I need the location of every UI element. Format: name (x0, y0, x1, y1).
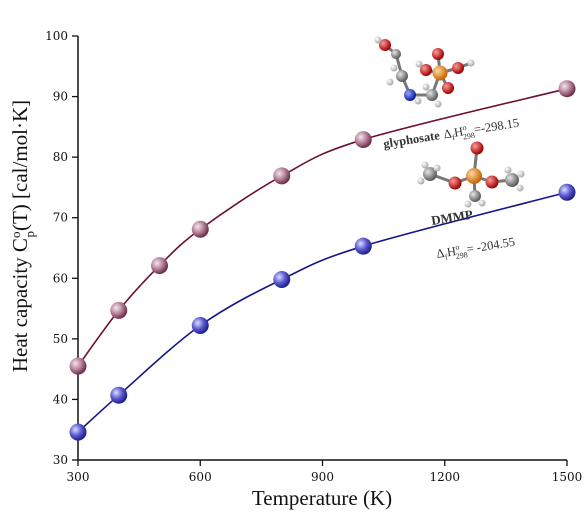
y-tick-label: 100 (45, 29, 68, 43)
glyphosate-enthalpy-value: =-298.15 (473, 116, 520, 137)
dmmp-point (69, 423, 87, 441)
x-tick-label: 1200 (429, 470, 460, 484)
y-axis-title-units: (T) [cal/mol·K] (8, 100, 32, 231)
y-tick-label: 80 (53, 150, 68, 164)
glyphosate-point (69, 357, 87, 375)
atom-carbon (391, 49, 401, 59)
atom-hydrogen (516, 184, 524, 192)
y-tick-label: 50 (53, 332, 68, 346)
atom-hydrogen (414, 97, 422, 105)
dmmp-label: DMMP (430, 207, 474, 228)
h-superscript: o (455, 242, 460, 252)
dmmp-point (558, 183, 576, 201)
glyphosate-annotation: glyphosate ΔfHo298=-298.15 (382, 115, 520, 154)
y-tick-label: 40 (53, 392, 68, 406)
atom-carbon (426, 89, 438, 101)
atom-carbon (505, 173, 519, 187)
y-tick-label: 90 (53, 90, 68, 104)
dmmp-enthalpy: ΔfHo298= -204.55 (435, 234, 516, 264)
atom-oxygen (452, 62, 464, 74)
glyphosate-point (354, 131, 372, 149)
atom-carbon (396, 70, 408, 82)
x-ticks: 300 600 900 1200 1500 (67, 460, 583, 484)
h-symbol: H (446, 244, 457, 259)
y-axis-title-sub: p (22, 231, 37, 238)
glyphosate-point (110, 301, 128, 319)
dmmp-line (77, 191, 568, 433)
dmmp-point (191, 317, 209, 335)
atom-oxygen (420, 64, 432, 76)
atom-hydrogen (415, 60, 423, 68)
y-tick-label: 70 (53, 211, 68, 225)
dmmp-point (110, 386, 128, 404)
atom-hydrogen (421, 161, 429, 169)
atom-phosphorus (466, 168, 482, 184)
atom-carbon (423, 167, 437, 181)
atom-hydrogen (422, 83, 430, 91)
x-tick-label: 300 (67, 470, 90, 484)
atom-oxygen (485, 175, 499, 189)
h-subscript: 298 (455, 250, 468, 261)
x-axis-title: Temperature (K) (252, 486, 392, 510)
glyphosate-molecule-image (374, 36, 475, 108)
h-symbol: H (453, 125, 464, 140)
atom-phosphorus (432, 65, 448, 81)
axes: 30 40 50 60 70 80 90 100 300 600 900 1200 1500 (45, 29, 582, 484)
glyphosate-point (151, 257, 168, 275)
dmmp-point (354, 237, 372, 255)
delta-symbol: Δ (442, 126, 452, 141)
x-tick-label: 600 (189, 470, 212, 484)
dmmp-molecule-image (417, 141, 525, 208)
atom-hydrogen (390, 64, 398, 72)
atom-oxygen (432, 48, 444, 60)
atom-oxygen (448, 176, 462, 190)
atom-hydrogen (434, 100, 442, 108)
glyphosate-point (191, 220, 209, 238)
atom-hydrogen (433, 164, 441, 172)
glyphosate-point (273, 167, 291, 185)
dmmp-enthalpy-value: = -204.55 (466, 235, 516, 256)
delta-symbol: Δ (435, 246, 445, 261)
y-axis-title-sup: o (8, 232, 23, 239)
y-tick-label: 60 (53, 271, 68, 285)
h-subscript: 298 (462, 131, 475, 142)
dmmp-point (273, 270, 291, 288)
y-ticks: 30 40 50 60 70 80 90 100 (45, 29, 78, 467)
series-layer (69, 80, 576, 441)
atom-carbon (469, 190, 481, 202)
y-tick-label: 30 (53, 453, 68, 467)
glyphosate-point (558, 80, 576, 98)
atom-oxygen (470, 141, 484, 155)
atom-nitrogen (404, 89, 416, 101)
f-subscript: f (444, 252, 448, 261)
atom-hydrogen (467, 59, 475, 67)
atom-hydrogen (504, 166, 512, 174)
h-superscript: o (462, 123, 467, 133)
atom-oxygen (442, 82, 454, 94)
atom-hydrogen (464, 200, 472, 208)
x-tick-label: 1500 (552, 470, 583, 484)
atom-hydrogen (386, 78, 394, 86)
atom-hydrogen (374, 36, 382, 44)
atom-oxygen (379, 39, 391, 51)
atom-hydrogen (478, 199, 486, 207)
x-tick-label: 900 (311, 470, 334, 484)
y-axis-title: Heat capacity Cop(T) [cal/mol·K] (8, 100, 37, 372)
f-subscript: f (452, 133, 456, 142)
atom-hydrogen (517, 170, 525, 178)
y-axis-title-main: Heat capacity C (8, 238, 32, 372)
atom-hydrogen (417, 177, 425, 185)
